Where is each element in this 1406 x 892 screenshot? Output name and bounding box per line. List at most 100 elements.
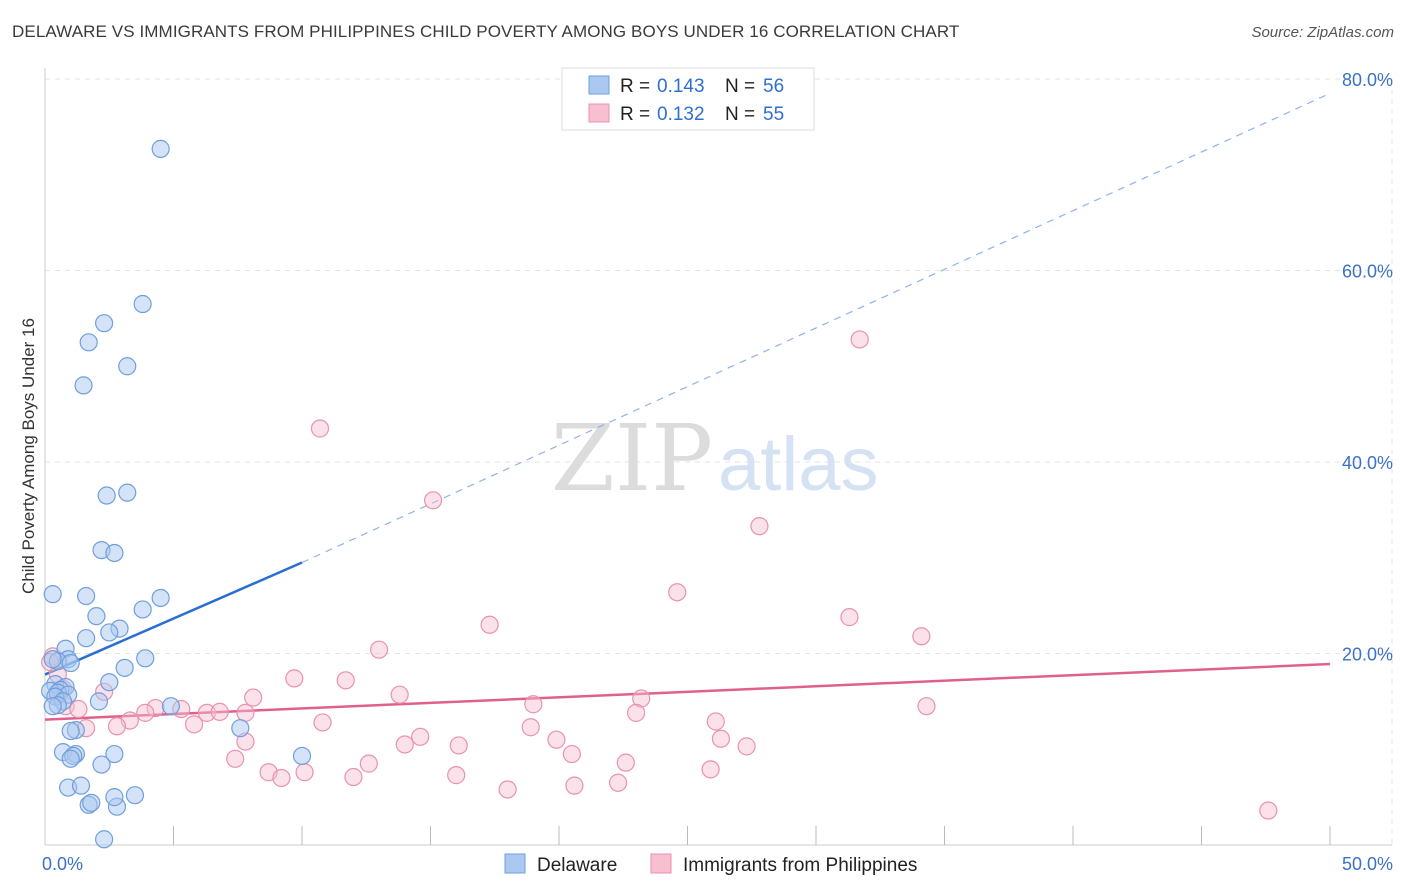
point-philippines-27 [210,702,229,722]
point-philippines-43 [737,737,756,756]
point-delaware-42 [105,744,124,764]
point-philippines-41 [449,736,468,755]
watermark: ZIP atlas [551,405,879,512]
point-philippines-47 [359,754,378,773]
bottom-legend-swatch-delaware [504,853,526,874]
point-philippines-30 [626,703,646,722]
legend-n-label-delaware: N = [725,76,760,97]
point-delaware-7 [97,486,116,505]
point-delaware-34 [89,692,109,711]
point-delaware-12 [151,588,170,608]
point-philippines-36 [521,718,540,737]
point-delaware-52 [82,793,101,812]
point-philippines-1 [310,419,330,438]
watermark-zip: ZIP [551,405,713,512]
legend-swatch-delaware [588,75,610,95]
point-philippines-39 [411,727,430,746]
point-philippines-12 [285,669,304,688]
point-philippines-0 [850,330,869,349]
chart-title: DELAWARE VS IMMIGRANTS FROM PHILIPPINES … [12,22,960,41]
point-philippines-2 [423,491,443,510]
point-philippines-33 [107,717,127,736]
point-delaware-22 [61,653,80,673]
y-tick-label-20: 20.0% [1342,645,1393,665]
legend-swatch-philippines [588,103,610,123]
point-delaware-2 [95,314,114,333]
point-delaware-54 [105,788,124,807]
point-philippines-48 [616,753,635,772]
axes [44,68,1392,846]
point-delaware-47 [92,755,111,774]
source-label: Source: ZipAtlas.com [1251,24,1394,41]
y-tick-label-80: 80.0% [1342,70,1393,90]
bottom-legend-label-delaware: Delaware [537,855,617,876]
point-philippines-53 [447,766,466,785]
point-delaware-0 [151,139,170,158]
legend-row-delaware: R = 0.143 N = 56 [620,76,784,97]
point-philippines-58 [1259,801,1278,820]
point-philippines-40 [395,735,414,754]
point-philippines-56 [498,780,517,799]
point-delaware-5 [74,376,93,395]
point-delaware-11 [77,586,96,606]
point-philippines-29 [917,697,936,716]
point-philippines-18 [244,688,263,707]
point-philippines-50 [295,763,314,782]
point-delaware-55 [95,830,114,849]
point-philippines-7 [912,627,931,646]
point-delaware-36 [43,697,62,716]
point-philippines-4 [668,583,687,602]
legend-r-value-philippines: 0.132 [657,104,705,125]
x-tick-label-max: 50.0% [1342,854,1393,874]
legend-r-value-delaware: 0.143 [657,76,705,97]
point-philippines-52 [344,767,363,787]
point-delaware-26 [100,673,119,692]
point-delaware-50 [125,786,145,805]
point-delaware-1 [133,294,152,314]
point-delaware-9 [105,543,124,563]
legend-n-value-philippines: 55 [763,104,784,125]
point-philippines-31 [706,712,725,731]
point-delaware-49 [71,776,91,795]
legend-r-label-philippines: R = [620,104,655,125]
point-delaware-40 [61,721,80,741]
top-legend: R = 0.143 N = 56 R = 0.132 N = 55 [561,67,815,131]
point-philippines-21 [69,699,88,719]
point-delaware-6 [118,483,137,502]
point-philippines-46 [226,749,245,768]
point-philippines-6 [480,615,499,634]
point-philippines-24 [136,703,155,722]
bottom-legend-swatch-philippines [650,853,672,874]
trend-line-philippines [44,662,1331,721]
trend-line-delaware-dashed [301,92,1331,564]
point-philippines-35 [313,713,332,732]
watermark-atlas: atlas [718,422,879,507]
point-delaware-10 [43,585,62,604]
point-philippines-8 [370,640,389,659]
point-philippines-45 [562,744,581,764]
point-philippines-51 [272,768,291,788]
legend-row-philippines: R = 0.132 N = 55 [620,104,784,125]
legend-n-value-delaware: 56 [763,76,784,97]
x-tick-label-min: 0.0% [42,854,83,874]
point-philippines-55 [609,773,628,792]
point-philippines-3 [750,517,769,536]
bottom-legend-label-philippines: Immigrants from Philippines [683,855,917,876]
point-philippines-42 [547,730,566,749]
point-philippines-28 [524,695,543,714]
legend-n-label-philippines: N = [725,104,760,125]
point-philippines-5 [840,608,859,627]
y-axis-title: Child Poverty Among Boys Under 16 [19,318,38,594]
point-delaware-24 [43,650,62,669]
point-delaware-37 [161,697,181,716]
point-delaware-46 [292,746,312,766]
grid-lines [45,78,1393,845]
y-tick-label-40: 40.0% [1342,453,1393,473]
legend-r-label-delaware: R = [620,76,655,97]
point-philippines-57 [565,776,584,795]
point-delaware-14 [87,607,106,626]
point-delaware-38 [231,719,250,738]
point-delaware-13 [133,600,152,619]
bottom-legend: Delaware Immigrants from Philippines [504,853,917,876]
